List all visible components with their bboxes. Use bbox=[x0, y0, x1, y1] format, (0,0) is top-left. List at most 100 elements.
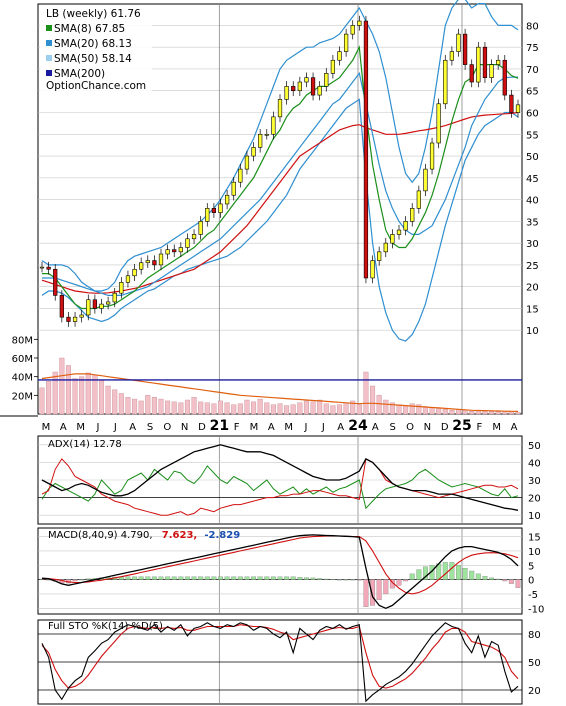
candle-down bbox=[211, 208, 217, 213]
sto-y-tick-labels: 80 50 20 bbox=[528, 630, 541, 697]
adx-y-tick: 10 bbox=[528, 511, 541, 522]
macd-histogram-bar bbox=[218, 576, 223, 580]
volume-bar bbox=[92, 374, 98, 415]
candle-down bbox=[482, 46, 488, 78]
volume-bar bbox=[436, 408, 442, 415]
price-y-tick: 20 bbox=[526, 283, 539, 294]
volume-bar bbox=[495, 411, 501, 415]
candle-up bbox=[456, 33, 461, 52]
volume-bar bbox=[98, 380, 105, 415]
sto-y-tick: 50 bbox=[528, 658, 541, 669]
volume-bar bbox=[462, 410, 468, 415]
volume-bar bbox=[303, 400, 309, 415]
candle-up bbox=[304, 77, 309, 83]
candle-up bbox=[277, 99, 283, 118]
candle-up bbox=[205, 208, 210, 222]
macd-histogram-bar bbox=[469, 570, 475, 580]
candle-down bbox=[92, 299, 98, 309]
candle-up bbox=[449, 51, 455, 61]
legend-item-label: SMA(8) 67.85 bbox=[54, 23, 125, 35]
macd-histogram-bar bbox=[257, 576, 263, 580]
macd-histogram-bar bbox=[165, 576, 171, 580]
volume-bar bbox=[469, 411, 475, 415]
macd-legend: MACD(8,40,9) 4.790, 7.623, -2.829 bbox=[48, 530, 240, 541]
plus-di-line bbox=[41, 465, 519, 510]
volume-bar bbox=[290, 404, 296, 415]
macd-histogram-bar bbox=[158, 576, 164, 580]
macd-histogram-bar bbox=[422, 566, 428, 580]
candle-up bbox=[238, 168, 243, 183]
candle-up bbox=[343, 33, 349, 52]
volume-tick-label: 40M bbox=[12, 373, 33, 384]
legend-swatch bbox=[46, 40, 52, 46]
volume-average-line bbox=[41, 373, 519, 412]
price-y-tick: 30 bbox=[526, 239, 539, 250]
volume-bar bbox=[297, 402, 303, 415]
adx-legend-label: ADX(14) 12.78 bbox=[48, 439, 122, 450]
macd-histogram-bar bbox=[502, 579, 508, 582]
candle-up bbox=[383, 242, 388, 253]
volume-bar bbox=[343, 402, 349, 415]
candle-down bbox=[291, 86, 296, 92]
sto-k-line bbox=[41, 622, 519, 703]
macd-histogram-bar bbox=[79, 579, 85, 581]
macd-histogram-bar bbox=[363, 579, 369, 607]
macd-histogram-bar bbox=[244, 576, 250, 580]
volume-bar bbox=[336, 404, 343, 415]
adx-line bbox=[41, 444, 519, 511]
adx-y-tick-labels: 50 40 30 20 10 bbox=[528, 441, 541, 522]
candle-up bbox=[99, 303, 104, 309]
volume-bar bbox=[396, 404, 402, 415]
volume-bar bbox=[455, 409, 462, 415]
volume-bar bbox=[251, 401, 257, 415]
x-tick-label: M bbox=[42, 422, 51, 433]
macd-lines bbox=[41, 534, 519, 610]
macd-histogram-bar bbox=[343, 579, 349, 581]
candle-up bbox=[158, 253, 164, 266]
candle-up bbox=[350, 25, 355, 35]
legend-item-label: SMA(50) 58.14 bbox=[54, 53, 132, 65]
candle-up bbox=[105, 301, 111, 305]
macd-histogram-bar bbox=[237, 576, 243, 580]
candle-up bbox=[185, 238, 190, 248]
price-y-tick: 60 bbox=[526, 109, 539, 120]
volume-bar bbox=[442, 409, 448, 415]
legend-swatch bbox=[46, 25, 52, 31]
x-tick-label: M bbox=[284, 422, 293, 433]
candle-up bbox=[423, 168, 428, 192]
candle-up bbox=[224, 194, 230, 205]
volume-bar bbox=[515, 411, 521, 415]
candle-up bbox=[297, 81, 302, 92]
volume-bar bbox=[489, 411, 495, 415]
candle-up bbox=[264, 133, 269, 136]
candle-down bbox=[46, 266, 51, 270]
sto-gridlines bbox=[38, 633, 522, 691]
volume-tick-label: 80M bbox=[12, 335, 33, 346]
macd-histogram-bar bbox=[370, 579, 376, 606]
volume-bar bbox=[145, 395, 151, 415]
macd-histogram-bar bbox=[290, 576, 296, 580]
price-y-tick: 80 bbox=[526, 21, 539, 32]
bollinger-upper-line bbox=[41, 0, 519, 292]
candle-down bbox=[502, 59, 507, 96]
volume-bar bbox=[72, 378, 78, 415]
macd-histogram-bar bbox=[264, 576, 270, 580]
volume-bar bbox=[171, 401, 177, 415]
macd-histogram-bar bbox=[224, 576, 230, 580]
adx-panel: 50 40 30 20 10 ADX(14) 12.78 bbox=[38, 439, 541, 522]
candle-up bbox=[132, 268, 137, 277]
macd-histogram-bar bbox=[125, 576, 131, 580]
volume-bar bbox=[330, 405, 336, 415]
candle-up bbox=[403, 221, 408, 231]
x-tick-label: A bbox=[268, 422, 275, 433]
volume-bar bbox=[211, 403, 217, 415]
x-tick-label: S bbox=[389, 422, 395, 433]
x-tick-label: A bbox=[372, 422, 379, 433]
volume-bar bbox=[429, 407, 435, 415]
volume-bar bbox=[52, 371, 58, 415]
macd-histogram-bar bbox=[132, 576, 138, 580]
price-y-tick: 10 bbox=[526, 326, 539, 337]
candle-up bbox=[191, 234, 197, 240]
